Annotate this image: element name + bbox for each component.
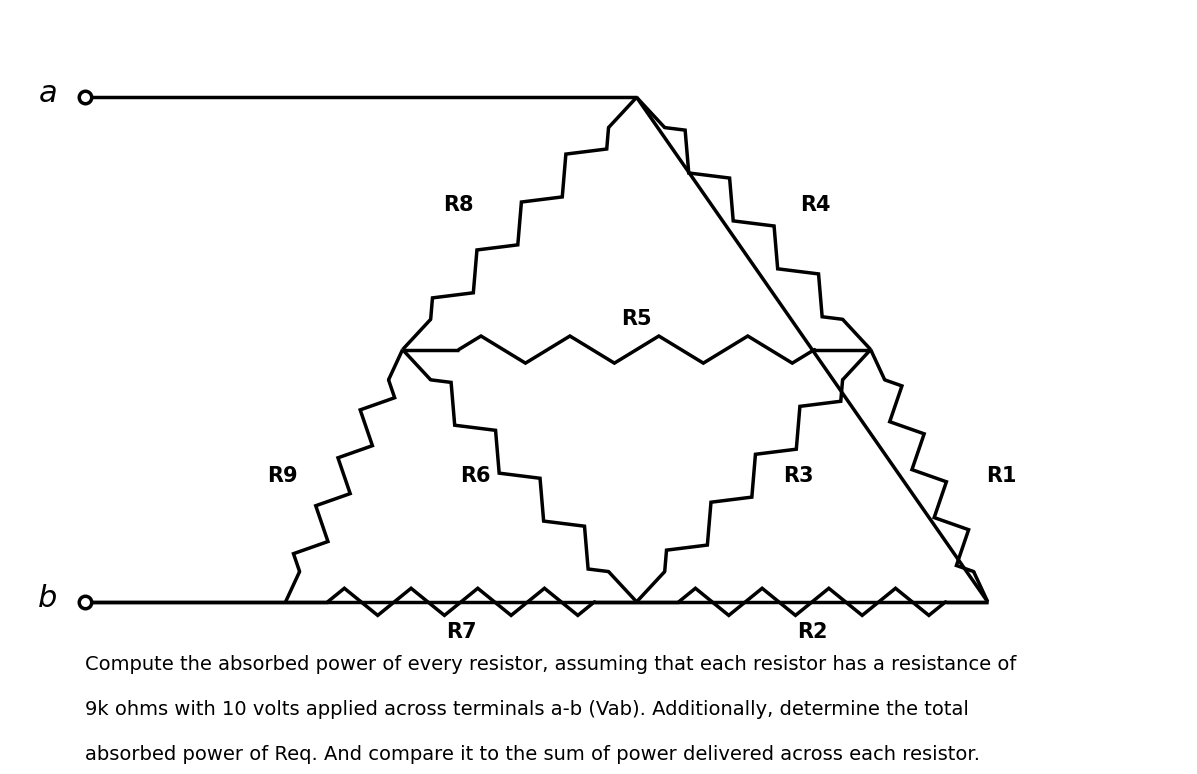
Text: 9k ohms with 10 volts applied across terminals a-b (Vab). Additionally, determin: 9k ohms with 10 volts applied across ter…: [85, 700, 968, 719]
Text: R6: R6: [460, 466, 491, 486]
Text: Compute the absorbed power of every resistor, assuming that each resistor has a : Compute the absorbed power of every resi…: [85, 655, 1016, 673]
Text: R4: R4: [800, 194, 831, 214]
Text: R1: R1: [986, 466, 1017, 486]
Text: a: a: [38, 79, 57, 108]
Text: R5: R5: [621, 310, 652, 330]
Text: R8: R8: [443, 194, 474, 214]
Text: R3: R3: [783, 466, 814, 486]
Text: b: b: [38, 584, 57, 612]
Text: absorbed power of Req. And compare it to the sum of power delivered across each : absorbed power of Req. And compare it to…: [85, 745, 980, 764]
Text: R9: R9: [267, 466, 298, 486]
Text: R7: R7: [445, 622, 476, 642]
Text: R2: R2: [797, 622, 827, 642]
